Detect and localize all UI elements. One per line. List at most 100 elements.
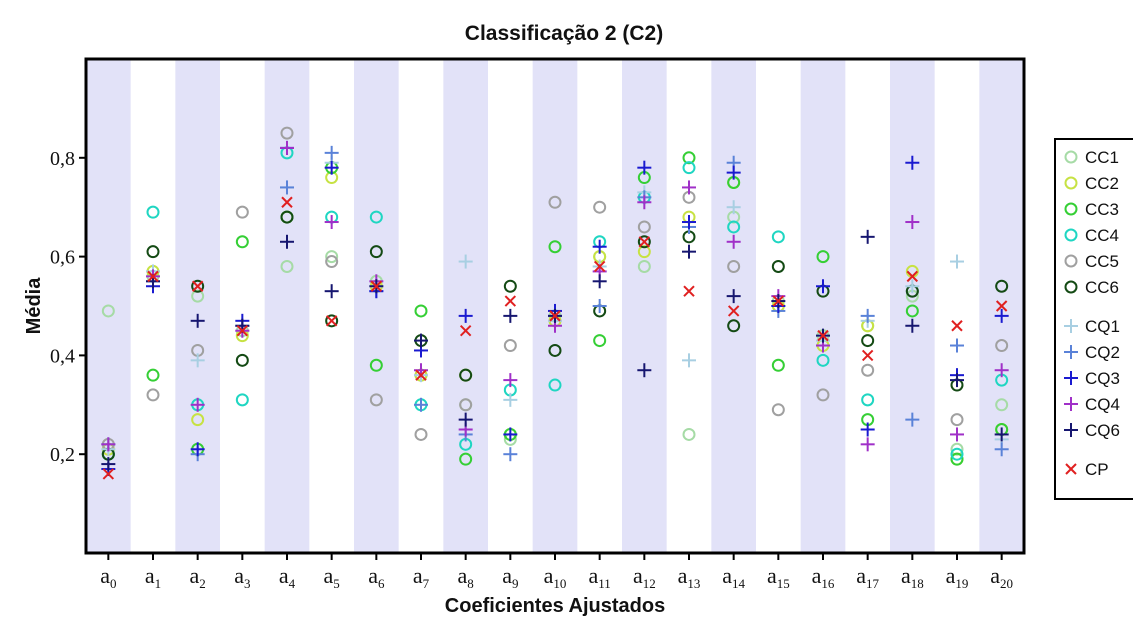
point-cc5-a6	[369, 393, 383, 407]
point-cq3-a20	[994, 308, 1009, 323]
point-cp-a10	[549, 310, 561, 322]
point-cc5-a7	[414, 427, 428, 441]
x-tick-label-a17: a17	[856, 563, 879, 591]
point-cq4-a20	[994, 363, 1009, 378]
y-tick-label: 0,8	[50, 148, 75, 170]
legend-marker-cq2	[1064, 345, 1078, 359]
point-cc6-a20	[995, 279, 1009, 293]
legend-marker-cq4	[1064, 397, 1078, 411]
point-cp-a2	[191, 280, 204, 292]
point-cq3-a9	[503, 427, 518, 442]
point-cc4-a14	[727, 220, 741, 234]
x-tick-label-a16: a16	[812, 563, 835, 591]
x-tick-label-a15: a15	[767, 563, 790, 591]
point-cq3-a2	[190, 442, 205, 457]
legend-marker-cq6	[1064, 423, 1078, 437]
point-cc6-a15	[771, 259, 785, 273]
legend-item-cc5: CC5	[1064, 252, 1119, 271]
legend-marker-cc4	[1064, 228, 1078, 242]
point-cq3-a13	[682, 215, 696, 230]
x-tick-label-a11: a11	[589, 563, 611, 591]
point-cq2-a9	[503, 447, 518, 462]
point-cc4-a6	[369, 210, 383, 224]
point-cp-a17	[861, 349, 874, 362]
point-cp-a7	[415, 369, 427, 381]
point-cc3-a16	[816, 250, 830, 264]
point-cc5-a4	[280, 126, 294, 140]
x-tick-label-a12: a12	[633, 563, 656, 591]
point-cq6-a4	[280, 234, 294, 249]
point-cq4-a5	[324, 215, 339, 230]
point-cq6-a19	[950, 373, 964, 388]
point-cc4-a1	[146, 205, 160, 219]
column-bands	[86, 59, 1024, 553]
point-cp-a4	[281, 196, 293, 208]
point-cq2-a7	[414, 397, 428, 412]
band-a6	[354, 59, 399, 553]
point-cc6-a5	[325, 314, 339, 328]
point-cq4-a9	[503, 373, 518, 388]
band-a2	[175, 59, 220, 553]
point-cc3-a15	[771, 358, 785, 372]
x-tick-label-a5: a5	[324, 563, 340, 591]
point-cc5-a14	[727, 259, 741, 273]
legend-label-cc4: CC4	[1085, 226, 1119, 245]
legend-label-cq6: CQ6	[1085, 421, 1120, 440]
point-cc1-a19	[950, 442, 964, 456]
chart-title: Classificação 2 (C2)	[465, 22, 663, 45]
point-cc6-a8	[459, 368, 473, 382]
legend-label-cc2: CC2	[1085, 174, 1119, 193]
legend-item-cc6: CC6	[1064, 278, 1119, 297]
point-cp-a20	[995, 300, 1008, 312]
y-tick-label: 0,2	[50, 444, 75, 466]
point-cq1-a2	[190, 353, 205, 368]
legend-item-cq2: CQ2	[1064, 343, 1120, 362]
point-cc5-a5	[325, 255, 339, 269]
point-cc4-a19	[950, 447, 964, 461]
legend-item-cp: CP	[1065, 460, 1109, 479]
point-cq4-a0	[101, 437, 116, 452]
point-cc6-a4	[280, 210, 294, 224]
point-cq4-a19	[950, 427, 964, 442]
legend-label-cc5: CC5	[1085, 252, 1119, 271]
point-cc4-a10	[548, 378, 562, 392]
point-cq4-a2	[190, 397, 205, 412]
point-cc3-a11	[593, 334, 607, 348]
x-axis-title: Coeficientes Ajustados	[445, 595, 665, 617]
series-cp	[102, 196, 1008, 480]
point-cq4-a17	[860, 437, 875, 452]
point-cp-a11	[593, 260, 606, 273]
point-cc3-a18	[905, 304, 919, 318]
data-points	[101, 126, 1009, 480]
x-tick-label-a6: a6	[368, 563, 385, 591]
point-cp-a5	[325, 315, 338, 327]
point-cq6-a11	[592, 274, 607, 289]
y-tick-label: 0,6	[50, 247, 75, 269]
point-cc6-a3	[235, 353, 249, 367]
legend-item-cq4: CQ4	[1064, 395, 1120, 414]
point-cq6-a5	[324, 284, 339, 299]
point-cq6-a13	[682, 244, 696, 259]
point-cq3-a8	[458, 308, 473, 323]
band-a16	[800, 59, 846, 553]
point-cc5-a16	[816, 388, 830, 402]
point-cp-a1	[147, 270, 159, 283]
point-cc3-a10	[548, 240, 562, 254]
point-cc5-a3	[235, 205, 249, 219]
y-axis-ticks: 0,2 0,4 0,6 0,8	[50, 148, 86, 466]
point-cq2-a20	[994, 442, 1009, 457]
x-tick-label-a13: a13	[678, 563, 701, 591]
point-cq4-a12	[637, 195, 652, 210]
y-axis-title: Média	[23, 277, 45, 335]
point-cc1-a20	[995, 398, 1009, 412]
x-tick-label-a1: a1	[145, 563, 161, 591]
x-tick-label-a7: a7	[413, 563, 430, 591]
point-cc5-a12	[637, 220, 651, 234]
point-cq2-a11	[592, 299, 607, 313]
point-cq3-a17	[860, 422, 875, 437]
legend-label-cq1: CQ1	[1085, 317, 1120, 336]
band-a12	[622, 59, 667, 553]
legend-marker-cq3	[1064, 371, 1078, 385]
legend-label-cq2: CQ2	[1085, 343, 1120, 362]
x-tick-label-a10: a10	[544, 563, 567, 591]
